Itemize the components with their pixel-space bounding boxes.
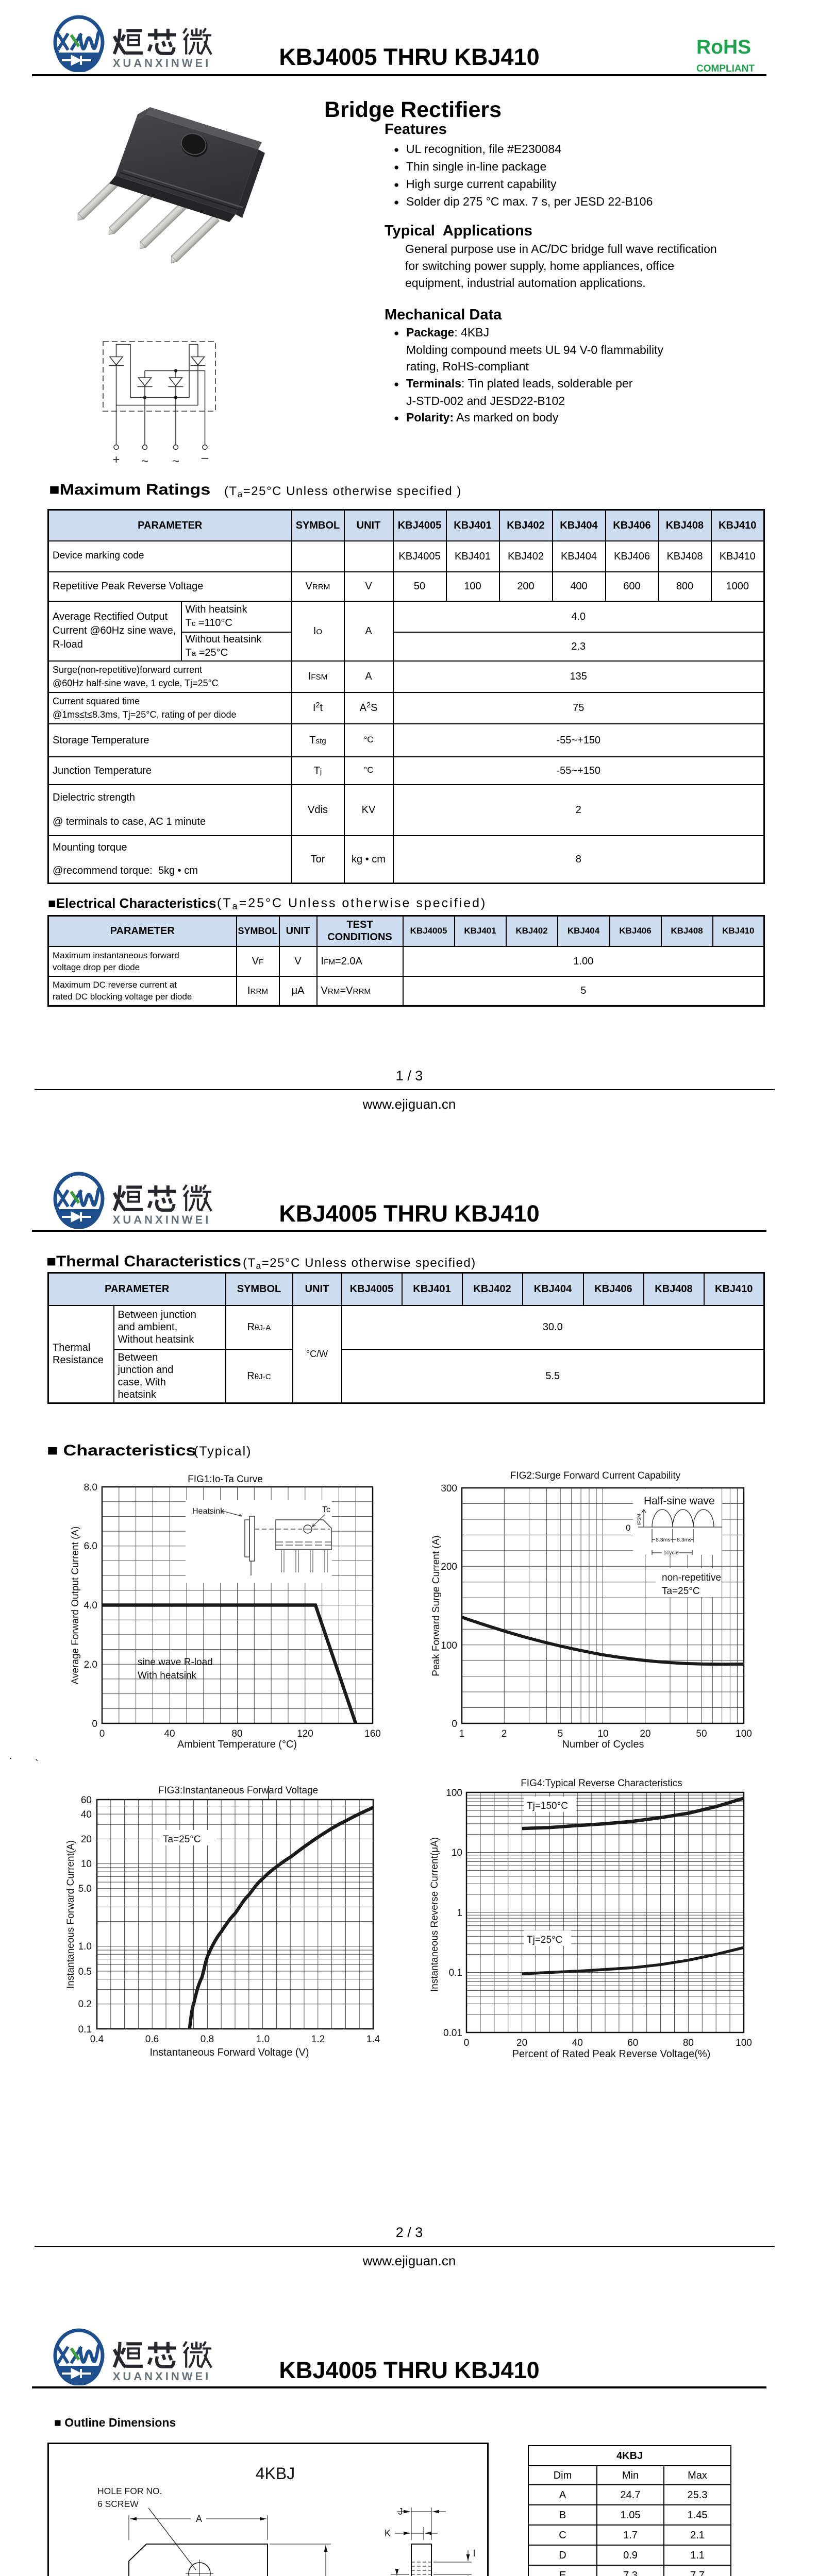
svg-text:6 SCREW: 6 SCREW — [97, 2499, 139, 2509]
svg-text:Percent of Rated Peak Reverse: Percent of Rated Peak Reverse Voltage(%) — [512, 2048, 711, 2060]
svg-text:40: 40 — [572, 2038, 583, 2048]
svg-text:Ta=25°C: Ta=25°C — [662, 1586, 700, 1597]
svg-text:1.2: 1.2 — [311, 2034, 325, 2045]
svg-text:~: ~ — [172, 454, 179, 468]
svg-text:0: 0 — [626, 1523, 630, 1533]
svg-text:non-repetitive: non-repetitive — [662, 1572, 721, 1583]
svg-text:60: 60 — [627, 2038, 638, 2048]
svg-text:2.0: 2.0 — [84, 1659, 97, 1670]
svg-text:2: 2 — [502, 1728, 507, 1739]
svg-text:1: 1 — [459, 1728, 465, 1739]
svg-text:Peak Forward Surge Current: Peak Forward Surge Current (A) — [431, 1535, 442, 1676]
svg-text:40: 40 — [81, 1809, 92, 1820]
svg-text:0.1: 0.1 — [78, 2024, 92, 2035]
svg-text:J: J — [398, 2506, 403, 2517]
svg-text:10: 10 — [452, 1848, 462, 1858]
svg-text:Tc: Tc — [322, 1505, 330, 1514]
svg-text:Instantaneous Forward Voltage: Instantaneous Forward Voltage (V) — [149, 2047, 309, 2058]
svg-text:4.0: 4.0 — [84, 1600, 97, 1611]
svg-text:FIG2:Surge Forward Current Cap: FIG2:Surge Forward Current Capability — [510, 1470, 681, 1481]
svg-text:Ta=25°C: Ta=25°C — [163, 1834, 201, 1845]
svg-text:1.0: 1.0 — [78, 1941, 92, 1952]
svg-text:1.4: 1.4 — [366, 2034, 380, 2045]
svg-text:20: 20 — [516, 2038, 527, 2048]
svg-text:100: 100 — [446, 1788, 462, 1799]
svg-text:Average Forward Output Current: Average Forward Output Current (A) — [70, 1527, 81, 1685]
svg-text:10: 10 — [597, 1728, 608, 1739]
svg-text:A: A — [196, 2514, 202, 2524]
svg-text:0.1: 0.1 — [449, 1968, 462, 1978]
svg-text:60: 60 — [81, 1795, 92, 1806]
svg-text:100: 100 — [736, 2038, 752, 2048]
svg-text:Heatsink: Heatsink — [192, 1507, 225, 1516]
svg-text:Half-sine wave: Half-sine wave — [644, 1495, 715, 1507]
svg-text:0.6: 0.6 — [145, 2034, 159, 2045]
svg-text:0: 0 — [464, 2038, 470, 2048]
svg-text:sine wave R-load: sine wave R-load — [138, 1657, 213, 1668]
svg-text:0.2: 0.2 — [78, 1999, 92, 2010]
svg-text:50: 50 — [696, 1728, 707, 1739]
svg-text:K: K — [385, 2528, 391, 2538]
svg-text:100: 100 — [736, 1728, 752, 1739]
svg-text:0.01: 0.01 — [443, 2028, 462, 2039]
svg-text:Tj=150°C: Tj=150°C — [527, 1801, 568, 1811]
svg-text:10: 10 — [81, 1859, 92, 1870]
svg-text:0.4: 0.4 — [90, 2034, 104, 2045]
svg-text:0: 0 — [452, 1719, 457, 1730]
svg-text:20: 20 — [81, 1834, 92, 1845]
svg-text:300: 300 — [441, 1483, 457, 1494]
svg-text:5.0: 5.0 — [78, 1884, 92, 1894]
svg-text:FIG3:Instantaneous Forward Vol: FIG3:Instantaneous Forward Voltage — [158, 1785, 319, 1796]
svg-text:FIG1:Io-Ta Curve: FIG1:Io-Ta Curve — [188, 1474, 263, 1485]
svg-text:Ambient Temperature (°C): Ambient Temperature (°C) — [177, 1739, 297, 1750]
svg-text:8.0: 8.0 — [84, 1482, 97, 1493]
svg-text:0.5: 0.5 — [78, 1967, 92, 1977]
svg-text:200: 200 — [441, 1562, 457, 1572]
svg-text:IFSM: IFSM — [637, 1514, 642, 1526]
svg-text:1cycle: 1cycle — [663, 1550, 679, 1556]
svg-text:5: 5 — [558, 1728, 563, 1739]
svg-text:–: – — [202, 451, 209, 465]
svg-text:Tj=25°C: Tj=25°C — [527, 1935, 562, 1945]
svg-text:100: 100 — [441, 1640, 457, 1651]
svg-text:1.0: 1.0 — [256, 2034, 270, 2045]
svg-text:Instantaneous Reverse Current(: Instantaneous Reverse Current(μA) — [429, 1837, 440, 1992]
svg-text:20: 20 — [640, 1728, 650, 1739]
svg-text:~: ~ — [141, 454, 148, 468]
svg-text:80: 80 — [683, 2038, 694, 2048]
svg-text:HOLE FOR NO.: HOLE FOR NO. — [97, 2486, 162, 2496]
svg-text:4KBJ: 4KBJ — [256, 2464, 295, 2483]
svg-text:0: 0 — [99, 1728, 105, 1739]
svg-text:I: I — [473, 2548, 475, 2558]
svg-text:1: 1 — [457, 1908, 462, 1919]
svg-text:Instantaneous Forward Current(: Instantaneous Forward Current(A) — [65, 1840, 76, 1989]
svg-text:FIG4:Typical Reverse Character: FIG4:Typical Reverse Characteristics — [521, 1778, 682, 1789]
svg-text:160: 160 — [364, 1728, 381, 1739]
svg-text:0.8: 0.8 — [201, 2034, 214, 2045]
svg-text:8.3ms: 8.3ms — [656, 1537, 671, 1543]
svg-text:+: + — [112, 453, 120, 467]
svg-text:Number of Cycles: Number of Cycles — [562, 1739, 644, 1750]
svg-text:80: 80 — [231, 1728, 242, 1739]
svg-text:0: 0 — [92, 1719, 97, 1730]
svg-text:8.3ms: 8.3ms — [677, 1537, 692, 1543]
svg-text:With heatsink: With heatsink — [138, 1670, 197, 1681]
svg-text:40: 40 — [164, 1728, 175, 1739]
svg-text:6.0: 6.0 — [84, 1541, 97, 1552]
svg-text:120: 120 — [297, 1728, 313, 1739]
